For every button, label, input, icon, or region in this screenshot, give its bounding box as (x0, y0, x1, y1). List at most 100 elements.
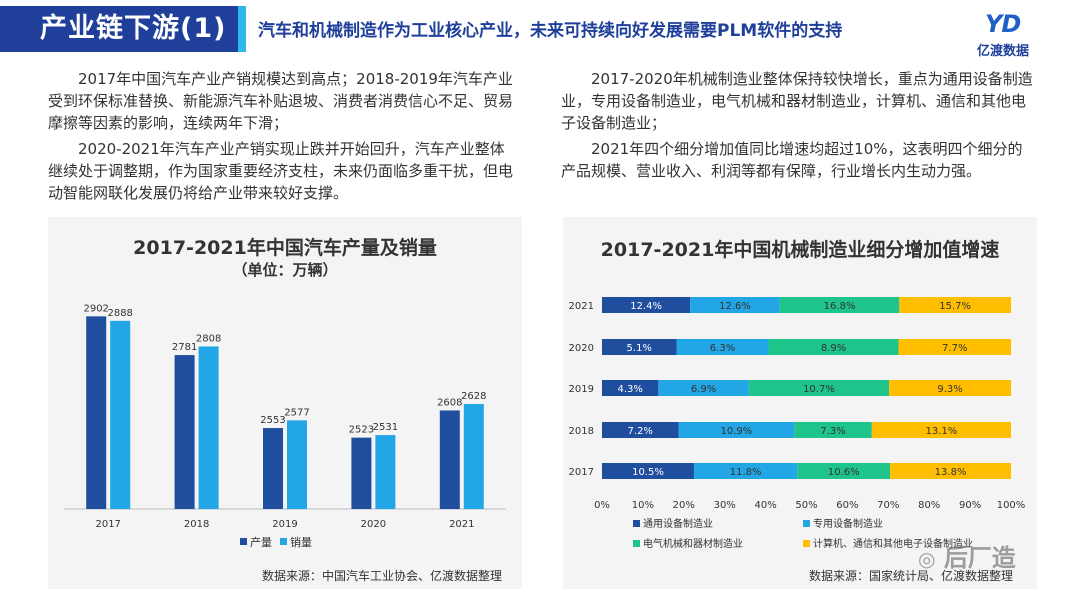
bar-销量-2019 (287, 420, 307, 509)
bar-label-产量-2021: 2608 (437, 397, 462, 408)
x-tick-label-10: 100% (997, 500, 1026, 511)
y-tick-label-2017: 2017 (569, 467, 594, 478)
legend-swatch-产量 (240, 538, 247, 545)
segment-label-2019-2: 10.7% (803, 384, 835, 395)
segment-label-2019-1: 6.9% (691, 384, 716, 395)
segment-label-2019-3: 9.3% (937, 384, 962, 395)
legend-label-2: 电气机械和器材制造业 (643, 537, 743, 550)
x-tick-label-2018: 2018 (184, 519, 209, 530)
segment-2021-1 (690, 297, 780, 313)
x-tick-label-9: 90% (959, 500, 981, 511)
machinery-chart-panel: 2017-2021年中国机械制造业细分增加值增速 2021 12.4% 12.6% 1… (563, 217, 1037, 589)
legend-label-产量: 产量 (250, 535, 272, 549)
x-tick-label-5: 50% (795, 500, 817, 511)
wechat-watermark: ◎ 后厂造 (918, 538, 1016, 573)
car-chart-panel: 2017-2021年中国汽车产量及销量 （单位：万辆） 2902 2888 2017… (48, 217, 522, 589)
legend-swatch-0 (633, 520, 640, 527)
segment-label-2018-1: 10.9% (720, 426, 752, 437)
segment-label-2021-1: 12.6% (719, 301, 751, 312)
machinery-chart: 2021 12.4% 12.6% 16.8% 15.7% 2020 5.1% 6.3% 8.9%… (569, 297, 1026, 550)
right-paragraph-1: 2017-2020年机械制造业整体保持较快增长，重点为通用设备制造业，专用设备制… (561, 70, 1033, 132)
right-paragraph-2: 2021年四个细分增加值同比增速均超过10%，这表明四个细分的产品规模、营业收入… (561, 140, 1023, 180)
legend-label-3: 计算机、通信和其他电子设备制造业 (813, 537, 973, 550)
bar-label-销量-2018: 2808 (196, 333, 221, 344)
segment-label-2017-0: 10.5% (632, 467, 664, 478)
segment-label-2018-0: 7.2% (628, 426, 653, 437)
segment-2018-1 (678, 422, 795, 438)
company-logo: YD 亿渡数据 (975, 8, 1055, 59)
segment-label-2020-3: 7.7% (942, 343, 967, 354)
left-paragraph-2: 2020-2021年汽车产业产销实现止跌并开始回升，汽车产业整体继续处于调整期，… (48, 140, 514, 202)
x-tick-label-3: 30% (714, 500, 736, 511)
bar-label-销量-2020: 2531 (373, 422, 398, 433)
segment-label-2018-2: 7.3% (820, 426, 845, 437)
bar-销量-2018 (198, 346, 219, 509)
legend-label-0: 通用设备制造业 (643, 517, 713, 530)
segment-label-2021-0: 12.4% (630, 301, 662, 312)
x-tick-label-0: 0% (594, 500, 610, 511)
segment-2020-2 (768, 339, 899, 355)
bar-label-销量-2017: 2888 (107, 308, 132, 319)
page-subtitle: 汽车和机械制造作为工业核心产业，未来可持续向好发展需要PLM软件的支持 (258, 21, 843, 41)
segment-2017-2 (797, 463, 891, 479)
segment-label-2018-3: 13.1% (926, 426, 958, 437)
legend-label-1: 专用设备制造业 (813, 517, 883, 530)
bar-label-产量-2018: 2781 (172, 342, 197, 353)
segment-2019-2 (748, 380, 890, 396)
bar-产量-2018 (174, 355, 195, 509)
left-paragraph-1: 2017年中国汽车产业产销规模达到高点；2018-2019年汽车产业受到环保标准… (48, 70, 514, 132)
machinery-chart-source: 数据来源：国家统计局、亿渡数据整理 (809, 569, 1014, 583)
legend-swatch-2 (633, 540, 640, 547)
segment-2021-2 (779, 297, 900, 313)
segment-label-2019-0: 4.3% (617, 384, 642, 395)
bar-label-产量-2017: 2902 (83, 303, 108, 314)
segment-2020-1 (676, 339, 769, 355)
bar-产量-2019 (263, 428, 283, 509)
segment-2020-0 (602, 339, 677, 355)
segment-2020-3 (898, 339, 1011, 355)
segment-2019-1 (658, 380, 749, 396)
segment-label-2021-2: 16.8% (824, 301, 856, 312)
segment-label-2017-1: 11.8% (730, 467, 762, 478)
title-accent-bar (238, 6, 246, 52)
segment-2017-1 (693, 463, 798, 479)
legend-swatch-销量 (280, 538, 287, 545)
segment-2019-3 (889, 380, 1011, 396)
x-tick-label-2: 20% (673, 500, 695, 511)
x-tick-label-4: 40% (754, 500, 776, 511)
y-tick-label-2020: 2020 (569, 343, 594, 354)
x-tick-label-8: 80% (918, 500, 940, 511)
y-tick-label-2018: 2018 (569, 426, 594, 437)
bar-产量-2020 (351, 437, 372, 509)
segment-label-2017-3: 13.8% (935, 467, 967, 478)
legend-label-销量: 销量 (290, 535, 312, 549)
segment-2019-0 (602, 380, 659, 396)
x-tick-label-7: 70% (877, 500, 899, 511)
x-tick-label-2020: 2020 (361, 519, 386, 530)
wechat-icon: ◎ (918, 547, 936, 571)
car-chart-unit: （单位：万辆） (232, 261, 338, 279)
bar-销量-2020 (375, 435, 396, 509)
bar-label-产量-2019: 2553 (260, 415, 285, 426)
segment-label-2020-1: 6.3% (710, 343, 735, 354)
segment-2018-0 (602, 422, 679, 438)
bar-label-销量-2021: 2628 (461, 391, 486, 402)
page-title: 产业链下游(1) (0, 6, 238, 52)
x-tick-label-2017: 2017 (95, 519, 120, 530)
bar-label-产量-2020: 2523 (349, 425, 374, 436)
segment-2018-3 (871, 422, 1011, 438)
logo-mark-icon: YD (985, 10, 1021, 38)
bar-label-销量-2019: 2577 (284, 407, 309, 418)
segment-label-2017-2: 10.6% (828, 467, 860, 478)
x-tick-label-6: 60% (836, 500, 858, 511)
segment-2021-3 (899, 297, 1011, 313)
y-tick-label-2019: 2019 (569, 384, 594, 395)
legend-swatch-3 (803, 540, 810, 547)
segment-label-2020-0: 5.1% (627, 343, 652, 354)
logo-text: 亿渡数据 (977, 44, 1030, 59)
bar-销量-2017 (110, 320, 131, 509)
bar-产量-2017 (86, 316, 107, 509)
x-tick-label-2019: 2019 (272, 519, 297, 530)
bar-产量-2021 (439, 410, 460, 509)
